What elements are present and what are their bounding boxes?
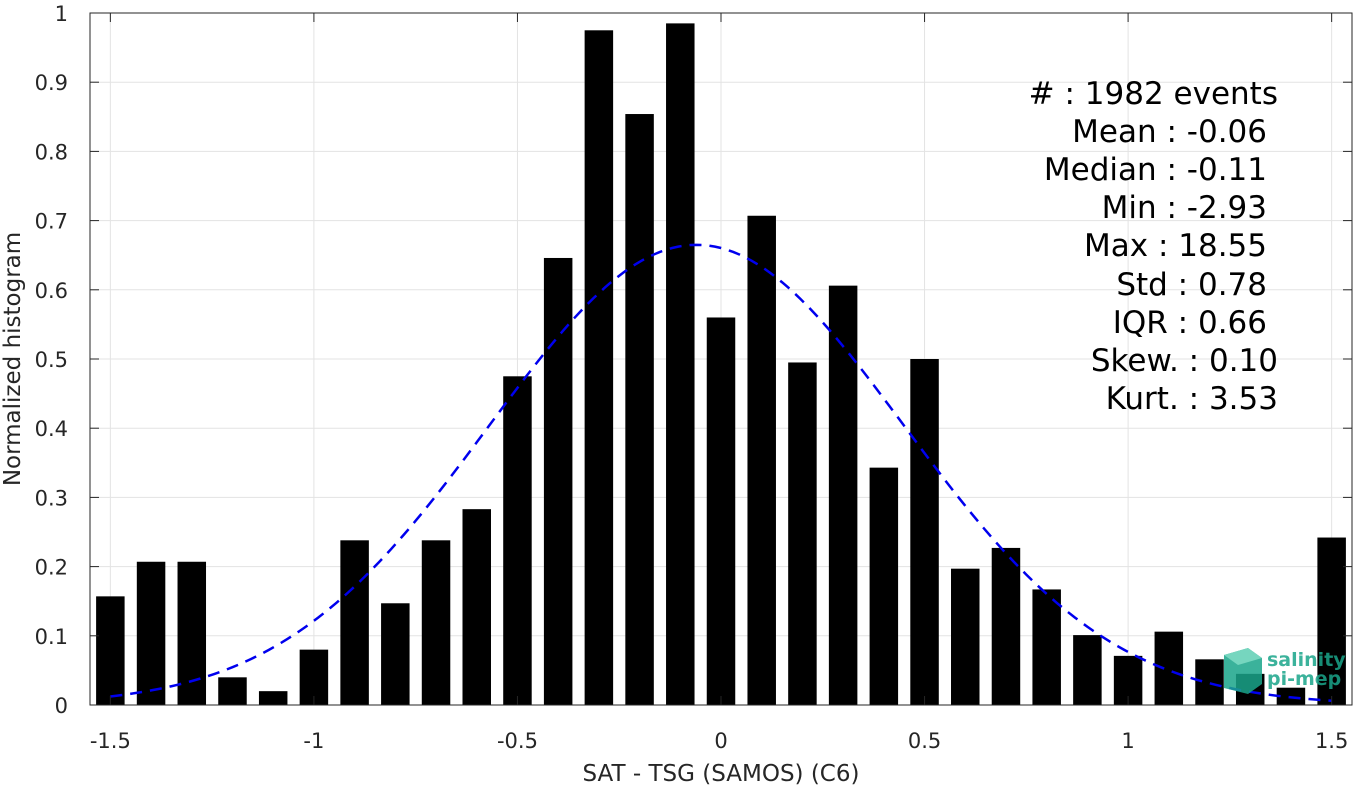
y-tick-label: 1 [55, 2, 68, 26]
histogram-bar [543, 257, 573, 705]
histogram-bar [951, 568, 980, 705]
x-axis-label: SAT - TSG (SAMOS) (C6) [583, 761, 860, 785]
histogram-bar [381, 603, 410, 705]
x-tick-label: 0 [714, 729, 727, 753]
y-tick-label: 0.8 [35, 140, 68, 164]
x-tick-label: 1 [1121, 729, 1134, 753]
logo-line1: salinity [1267, 649, 1346, 671]
histogram-bar [1195, 659, 1224, 705]
histogram-bar [340, 540, 369, 705]
histogram-bar [1317, 537, 1346, 705]
y-tick-label: 0.3 [35, 486, 68, 510]
histogram-bar [625, 114, 654, 706]
y-tick-label: 0.1 [35, 625, 68, 649]
tick-labels: -1.5 -1 -0.5 0 0.5 1 1.5 0 0.1 0.2 0.3 0.4 0.5 0.6 0.7… [35, 2, 1349, 753]
x-tick-label: 1.5 [1315, 729, 1348, 753]
x-tick-label: -1 [303, 729, 324, 753]
histogram-bar [462, 509, 491, 705]
stat-min: Min : -2.93 [1102, 190, 1267, 226]
histogram-bar [1032, 589, 1061, 705]
logo-line2: pi-mep [1267, 668, 1341, 690]
y-tick-label: 0.9 [35, 71, 68, 95]
stat-iqr: IQR : 0.66 [1113, 305, 1267, 341]
histogram-bar [666, 23, 695, 705]
histogram-bar [910, 359, 939, 705]
stat-kurt: Kurt. : 3.53 [1106, 381, 1278, 417]
axis-ticks [90, 12, 1352, 706]
histogram-bar [96, 596, 125, 705]
stat-median: Median : -0.11 [1044, 152, 1267, 188]
stat-std: Std : 0.78 [1116, 267, 1267, 303]
y-tick-label: 0 [55, 694, 68, 718]
histogram-bar [136, 561, 166, 705]
x-tick-label: -0.5 [497, 729, 538, 753]
logo-cube-face [1224, 648, 1262, 665]
histogram-bar [299, 649, 329, 705]
x-tick-label: -1.5 [90, 729, 131, 753]
stat-skew: Skew. : 0.10 [1091, 343, 1278, 379]
gaussian-fit-curve [110, 243, 1332, 702]
histogram-bar [706, 317, 736, 705]
histogram-bar [747, 215, 776, 706]
histogram-bar [828, 285, 858, 705]
histogram-bar [218, 677, 247, 705]
histogram-bar [177, 561, 207, 705]
y-axis-label: Normalized histogram [0, 232, 26, 486]
stat-mean: Mean : -0.06 [1072, 114, 1267, 150]
y-tick-label: 0.6 [35, 279, 68, 303]
salinity-pimep-logo: salinity pi-mep [1224, 648, 1346, 694]
stat-max: Max : 18.55 [1084, 228, 1267, 264]
histogram-bar [258, 691, 288, 705]
stat-count: # : 1982 events [1029, 76, 1278, 112]
y-tick-label: 0.2 [35, 556, 68, 580]
histogram-bar [991, 547, 1021, 705]
bars [96, 23, 1346, 706]
histogram-bar [503, 376, 532, 705]
histogram-bar [788, 362, 817, 705]
y-tick-label: 0.4 [35, 417, 68, 441]
histogram-bar [584, 30, 614, 706]
histogram-bar [1154, 631, 1184, 705]
histogram-bar [1073, 635, 1102, 705]
x-tick-label: 0.5 [908, 729, 941, 753]
histogram-bar [421, 540, 451, 705]
y-tick-label: 0.5 [35, 348, 68, 372]
stats-annotation: # : 1982 events Mean : -0.06 Median : -0… [1029, 76, 1278, 417]
histogram-bar [869, 467, 899, 705]
y-tick-label: 0.7 [35, 210, 68, 234]
